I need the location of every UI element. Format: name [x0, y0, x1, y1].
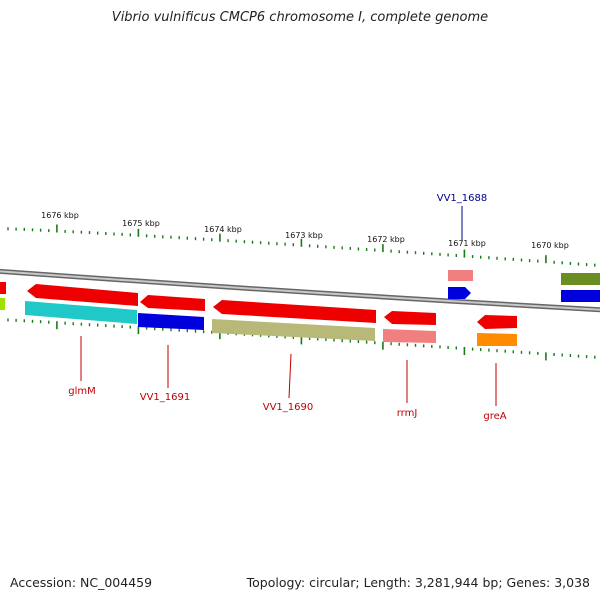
gene-label-vv1-1690: VV1_1690: [263, 402, 314, 413]
ruler-label-1676: 1676 kbp: [41, 211, 79, 220]
gene-feature-greA-cog: [477, 333, 517, 346]
gene-label-vv1-1691: VV1_1691: [140, 392, 191, 403]
ruler-ticks-outer: [7, 224, 596, 267]
gene-feature-rrmJ-arrow: [384, 311, 436, 325]
gene-label-rrmJ: rrmJ: [397, 408, 418, 419]
ruler-label-1673: 1673 kbp: [285, 231, 323, 240]
chromosome-backbone-highlight: [0, 270, 600, 311]
ruler-label-1675: 1675 kbp: [122, 219, 160, 228]
ruler-label-1674: 1674 kbp: [204, 225, 242, 234]
gene-feature-darkolive: [561, 273, 600, 285]
gene-label-vv1-1688: VV1_1688: [437, 193, 488, 204]
ruler-label-1670: 1670 kbp: [531, 241, 569, 250]
gene-label-greA: greA: [483, 411, 506, 422]
ruler-label-1671: 1671 kbp: [448, 239, 486, 248]
gene-feature-pink-small: [448, 270, 473, 281]
gene-labels: VV1_1688 glmM VV1_1691 VV1_1690 rrmJ gre…: [68, 193, 507, 422]
gene-feature-vv1-1690-cog: [212, 319, 375, 341]
gene-feature-greA-arrow: [477, 315, 517, 329]
label-leaders: [80, 206, 497, 406]
gene-feature-glmM-arrow: [27, 284, 138, 306]
map-title: Vibrio vulnificus CMCP6 chromosome I, co…: [111, 10, 489, 25]
gene-label-glmM: glmM: [68, 386, 96, 397]
gene-feature-vv1-1691-cog: [138, 313, 204, 330]
outer-strand-features: [0, 270, 600, 329]
gene-feature-glmM-cog: [25, 301, 137, 324]
gene-feature-vv1-1690-arrow: [213, 300, 376, 323]
gene-feature-edge-lime: [0, 298, 5, 310]
accession-text: Accession: NC_004459: [10, 575, 153, 590]
ruler-label-1672: 1672 kbp: [367, 235, 405, 244]
topology-summary-text: Topology: circular; Length: 3,281,944 bp…: [246, 575, 590, 590]
inner-strand-features: [0, 298, 517, 346]
gene-feature-edge-red: [0, 282, 6, 294]
gene-feature-vv1-1691-arrow: [140, 295, 205, 311]
ruler-labels: 1676 kbp 1675 kbp 1674 kbp 1673 kbp 1672…: [41, 211, 569, 250]
gene-feature-rrmJ-cog: [383, 329, 436, 343]
gene-feature-blue-right: [561, 290, 600, 302]
leader-vv1-1690: [288, 353, 292, 399]
gene-feature-vv1-1688-arrow: [448, 287, 471, 299]
